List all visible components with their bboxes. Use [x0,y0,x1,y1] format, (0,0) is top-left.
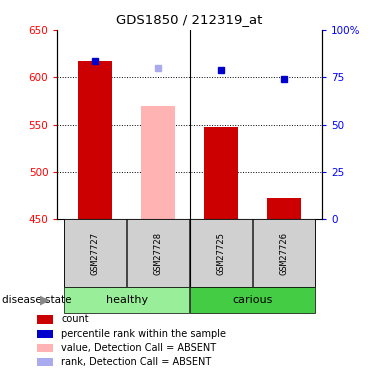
Bar [204,127,238,219]
Text: healthy: healthy [105,295,148,305]
Text: ▶: ▶ [40,294,49,306]
Bar [253,219,315,287]
Bar [190,287,315,313]
Text: GSM27726: GSM27726 [280,232,289,274]
Bar [267,198,302,219]
Text: percentile rank within the sample: percentile rank within the sample [61,329,226,339]
Bar [190,219,252,287]
Bar [64,219,126,287]
Text: disease state: disease state [2,295,71,305]
Bar [78,61,112,219]
Bar [127,219,189,287]
Text: value, Detection Call = ABSENT: value, Detection Call = ABSENT [61,343,216,353]
Bar [64,287,189,313]
Text: rank, Detection Call = ABSENT: rank, Detection Call = ABSENT [61,357,211,367]
Text: GSM27727: GSM27727 [91,232,100,274]
Text: carious: carious [232,295,273,305]
Text: GSM27725: GSM27725 [216,232,226,274]
Text: count: count [61,315,89,324]
Bar [141,106,175,219]
Title: GDS1850 / 212319_at: GDS1850 / 212319_at [117,13,263,26]
Text: GSM27728: GSM27728 [154,232,163,274]
